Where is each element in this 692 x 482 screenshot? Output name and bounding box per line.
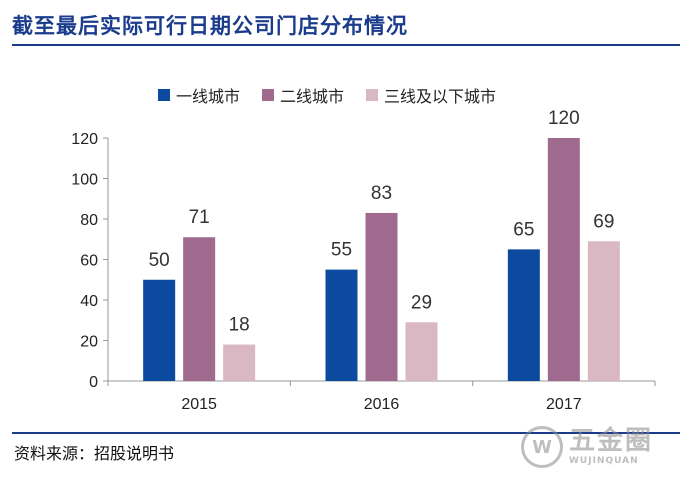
bar-3-2017 [587,241,620,381]
bar-3-2016 [405,322,438,381]
data-label: 120 [548,108,580,129]
watermark-logo: W 五金圈 WUJINQUAN [521,420,681,474]
x-tick-label: 2016 [364,396,400,413]
data-label: 55 [331,240,352,261]
data-label: 29 [411,292,432,313]
watermark-text: 五金圈 WUJINQUAN [569,428,653,466]
x-tick-label: 2015 [181,396,217,413]
legend-item-tier3: 三线及以下城市 [366,83,496,107]
y-tick-label: 100 [71,172,98,189]
legend-item-tier2: 二线城市 [262,83,344,107]
bar-1-2015 [143,279,176,381]
footer-rule [12,432,680,434]
y-tick-label: 60 [80,253,98,270]
legend: 一线城市 二线城市 三线及以下城市 [158,84,496,106]
legend-label-tier3: 三线及以下城市 [384,87,497,106]
legend-item-tier1: 一线城市 [158,83,240,107]
title-underline [12,44,680,46]
data-label: 50 [149,250,170,271]
watermark-cn: 五金圈 [569,426,654,456]
data-label: 83 [371,183,392,204]
legend-label-tier2: 二线城市 [280,87,345,106]
y-tick-label: 40 [80,293,98,310]
y-tick-label: 20 [80,334,98,351]
bar-1-2016 [325,269,358,381]
y-tick-label: 80 [80,212,98,229]
chart-title: 截至最后实际可行日期公司门店分布情况 [12,14,408,38]
watermark-en: WUJINQUAN [569,456,639,466]
bar-2-2015 [183,237,216,381]
x-tick-label: 2017 [546,396,582,413]
legend-swatch-tier1 [158,89,170,101]
legend-label-tier1: 一线城市 [176,87,241,106]
legend-swatch-tier2 [262,89,275,101]
data-label: 69 [593,211,614,232]
bar-3-2015 [223,344,256,381]
y-tick-label: 0 [89,374,98,391]
data-label: 71 [189,207,210,228]
watermark-badge-icon: W [521,426,563,468]
source-note: 资料来源：招股说明书 [14,444,175,463]
bar-2-2016 [365,212,398,381]
legend-swatch-tier3 [366,89,379,101]
data-label: 65 [513,219,534,240]
y-tick-label: 120 [71,131,98,148]
bar-1-2017 [507,249,540,381]
data-label: 18 [229,315,250,336]
bar-2-2017 [547,138,580,381]
